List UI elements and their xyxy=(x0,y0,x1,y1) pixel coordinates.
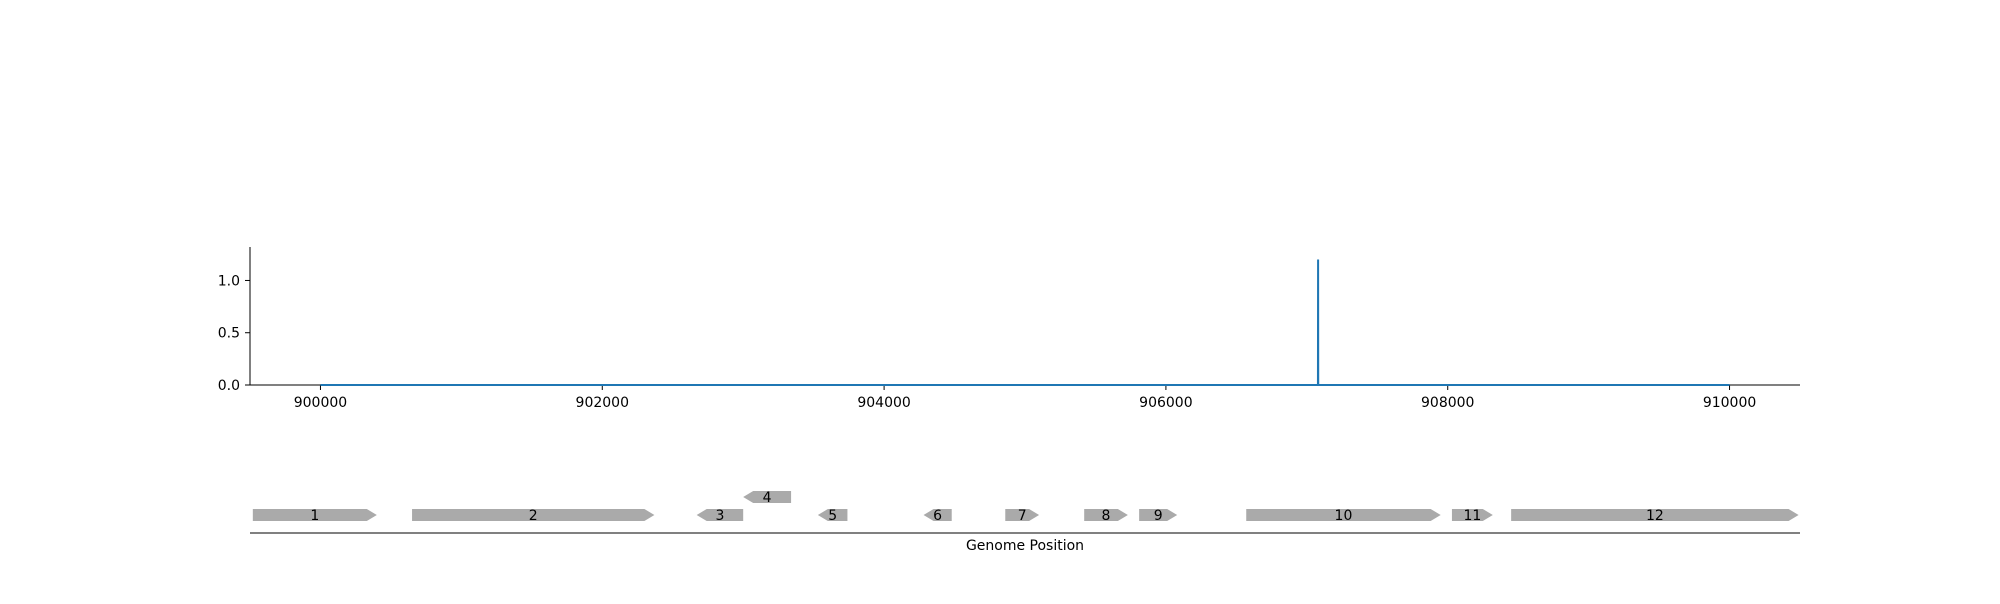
gene-arrow xyxy=(412,509,655,521)
x-tick-label: 902000 xyxy=(576,395,629,411)
gene-label: 12 xyxy=(1646,508,1664,524)
gene-arrow xyxy=(743,491,792,503)
x-tick-label: 910000 xyxy=(1703,395,1756,411)
gene-label: 3 xyxy=(715,508,724,524)
y-tick-label: 0.0 xyxy=(218,378,240,394)
gene-arrow xyxy=(1246,509,1441,521)
coverage-axes: 900000 902000 904000 906000 908000 910000 0.0 0… xyxy=(218,247,1800,411)
gene-track-xlabel: Genome Position xyxy=(966,538,1084,554)
gene-arrow xyxy=(252,509,377,521)
gene-arrow xyxy=(1084,509,1128,521)
x-tick-label: 900000 xyxy=(294,395,347,411)
gene-label: 6 xyxy=(933,508,942,524)
gene-label: 9 xyxy=(1154,508,1163,524)
gene-label: 8 xyxy=(1102,508,1111,524)
x-tick-label: 908000 xyxy=(1421,395,1474,411)
x-tick-label: 906000 xyxy=(1139,395,1192,411)
x-tick-label: 904000 xyxy=(857,395,910,411)
gene-arrow xyxy=(923,509,952,521)
gene-arrow xyxy=(1005,509,1040,521)
gene-label: 4 xyxy=(763,490,772,506)
gene-label: 5 xyxy=(828,508,837,524)
coverage-line xyxy=(320,259,1730,386)
gene-label: 2 xyxy=(529,508,538,524)
gene-label: 7 xyxy=(1018,508,1027,524)
y-tick-label: 0.5 xyxy=(218,326,240,342)
gene-arrow xyxy=(696,509,744,521)
gene-label: 1 xyxy=(310,508,319,524)
gene-arrow xyxy=(1139,509,1178,521)
gene-arrow xyxy=(817,509,848,521)
gene-arrow xyxy=(1451,509,1493,521)
gene-label: 11 xyxy=(1463,508,1481,524)
gene-label: 10 xyxy=(1335,508,1353,524)
y-tick-label: 1.0 xyxy=(218,273,240,289)
gene-arrow xyxy=(1511,509,1799,521)
